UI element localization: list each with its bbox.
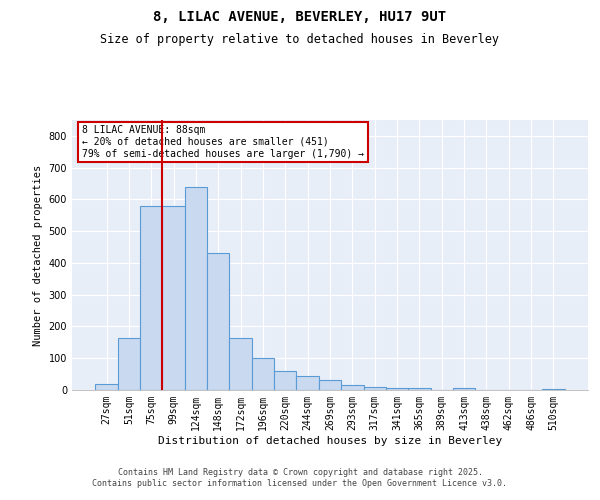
Bar	[319, 380, 341, 390]
Bar	[185, 186, 207, 390]
Bar	[252, 358, 274, 390]
Y-axis label: Number of detached properties: Number of detached properties	[33, 164, 43, 346]
Bar	[408, 388, 431, 390]
Text: 8 LILAC AVENUE: 88sqm
← 20% of detached houses are smaller (451)
79% of semi-det: 8 LILAC AVENUE: 88sqm ← 20% of detached …	[82, 126, 364, 158]
X-axis label: Distribution of detached houses by size in Beverley: Distribution of detached houses by size …	[158, 436, 502, 446]
Text: Size of property relative to detached houses in Beverley: Size of property relative to detached ho…	[101, 32, 499, 46]
Bar	[453, 388, 475, 390]
Bar	[364, 387, 386, 390]
Bar	[140, 206, 163, 390]
Bar	[118, 338, 140, 390]
Bar	[95, 384, 118, 390]
Text: Contains HM Land Registry data © Crown copyright and database right 2025.
Contai: Contains HM Land Registry data © Crown c…	[92, 468, 508, 487]
Bar	[296, 376, 319, 390]
Bar	[163, 206, 185, 390]
Bar	[207, 254, 229, 390]
Bar	[341, 385, 364, 390]
Bar	[229, 338, 252, 390]
Bar	[274, 371, 296, 390]
Bar	[386, 388, 408, 390]
Text: 8, LILAC AVENUE, BEVERLEY, HU17 9UT: 8, LILAC AVENUE, BEVERLEY, HU17 9UT	[154, 10, 446, 24]
